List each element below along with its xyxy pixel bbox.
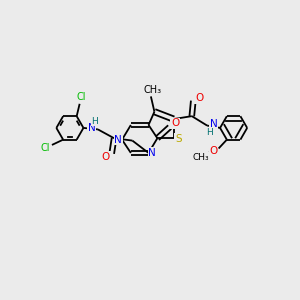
Text: CH₃: CH₃	[144, 85, 162, 95]
Text: Cl: Cl	[41, 143, 50, 154]
Text: N: N	[88, 123, 95, 133]
Text: N: N	[148, 148, 156, 158]
Text: O: O	[102, 152, 110, 162]
Text: N: N	[210, 119, 218, 129]
Text: O: O	[171, 118, 179, 128]
Text: H: H	[92, 117, 98, 126]
Text: O: O	[209, 146, 218, 156]
Text: S: S	[175, 134, 181, 144]
Text: N: N	[114, 135, 122, 145]
Text: Cl: Cl	[76, 92, 86, 102]
Text: O: O	[195, 93, 203, 103]
Text: H: H	[206, 128, 213, 136]
Text: CH₃: CH₃	[193, 153, 209, 162]
